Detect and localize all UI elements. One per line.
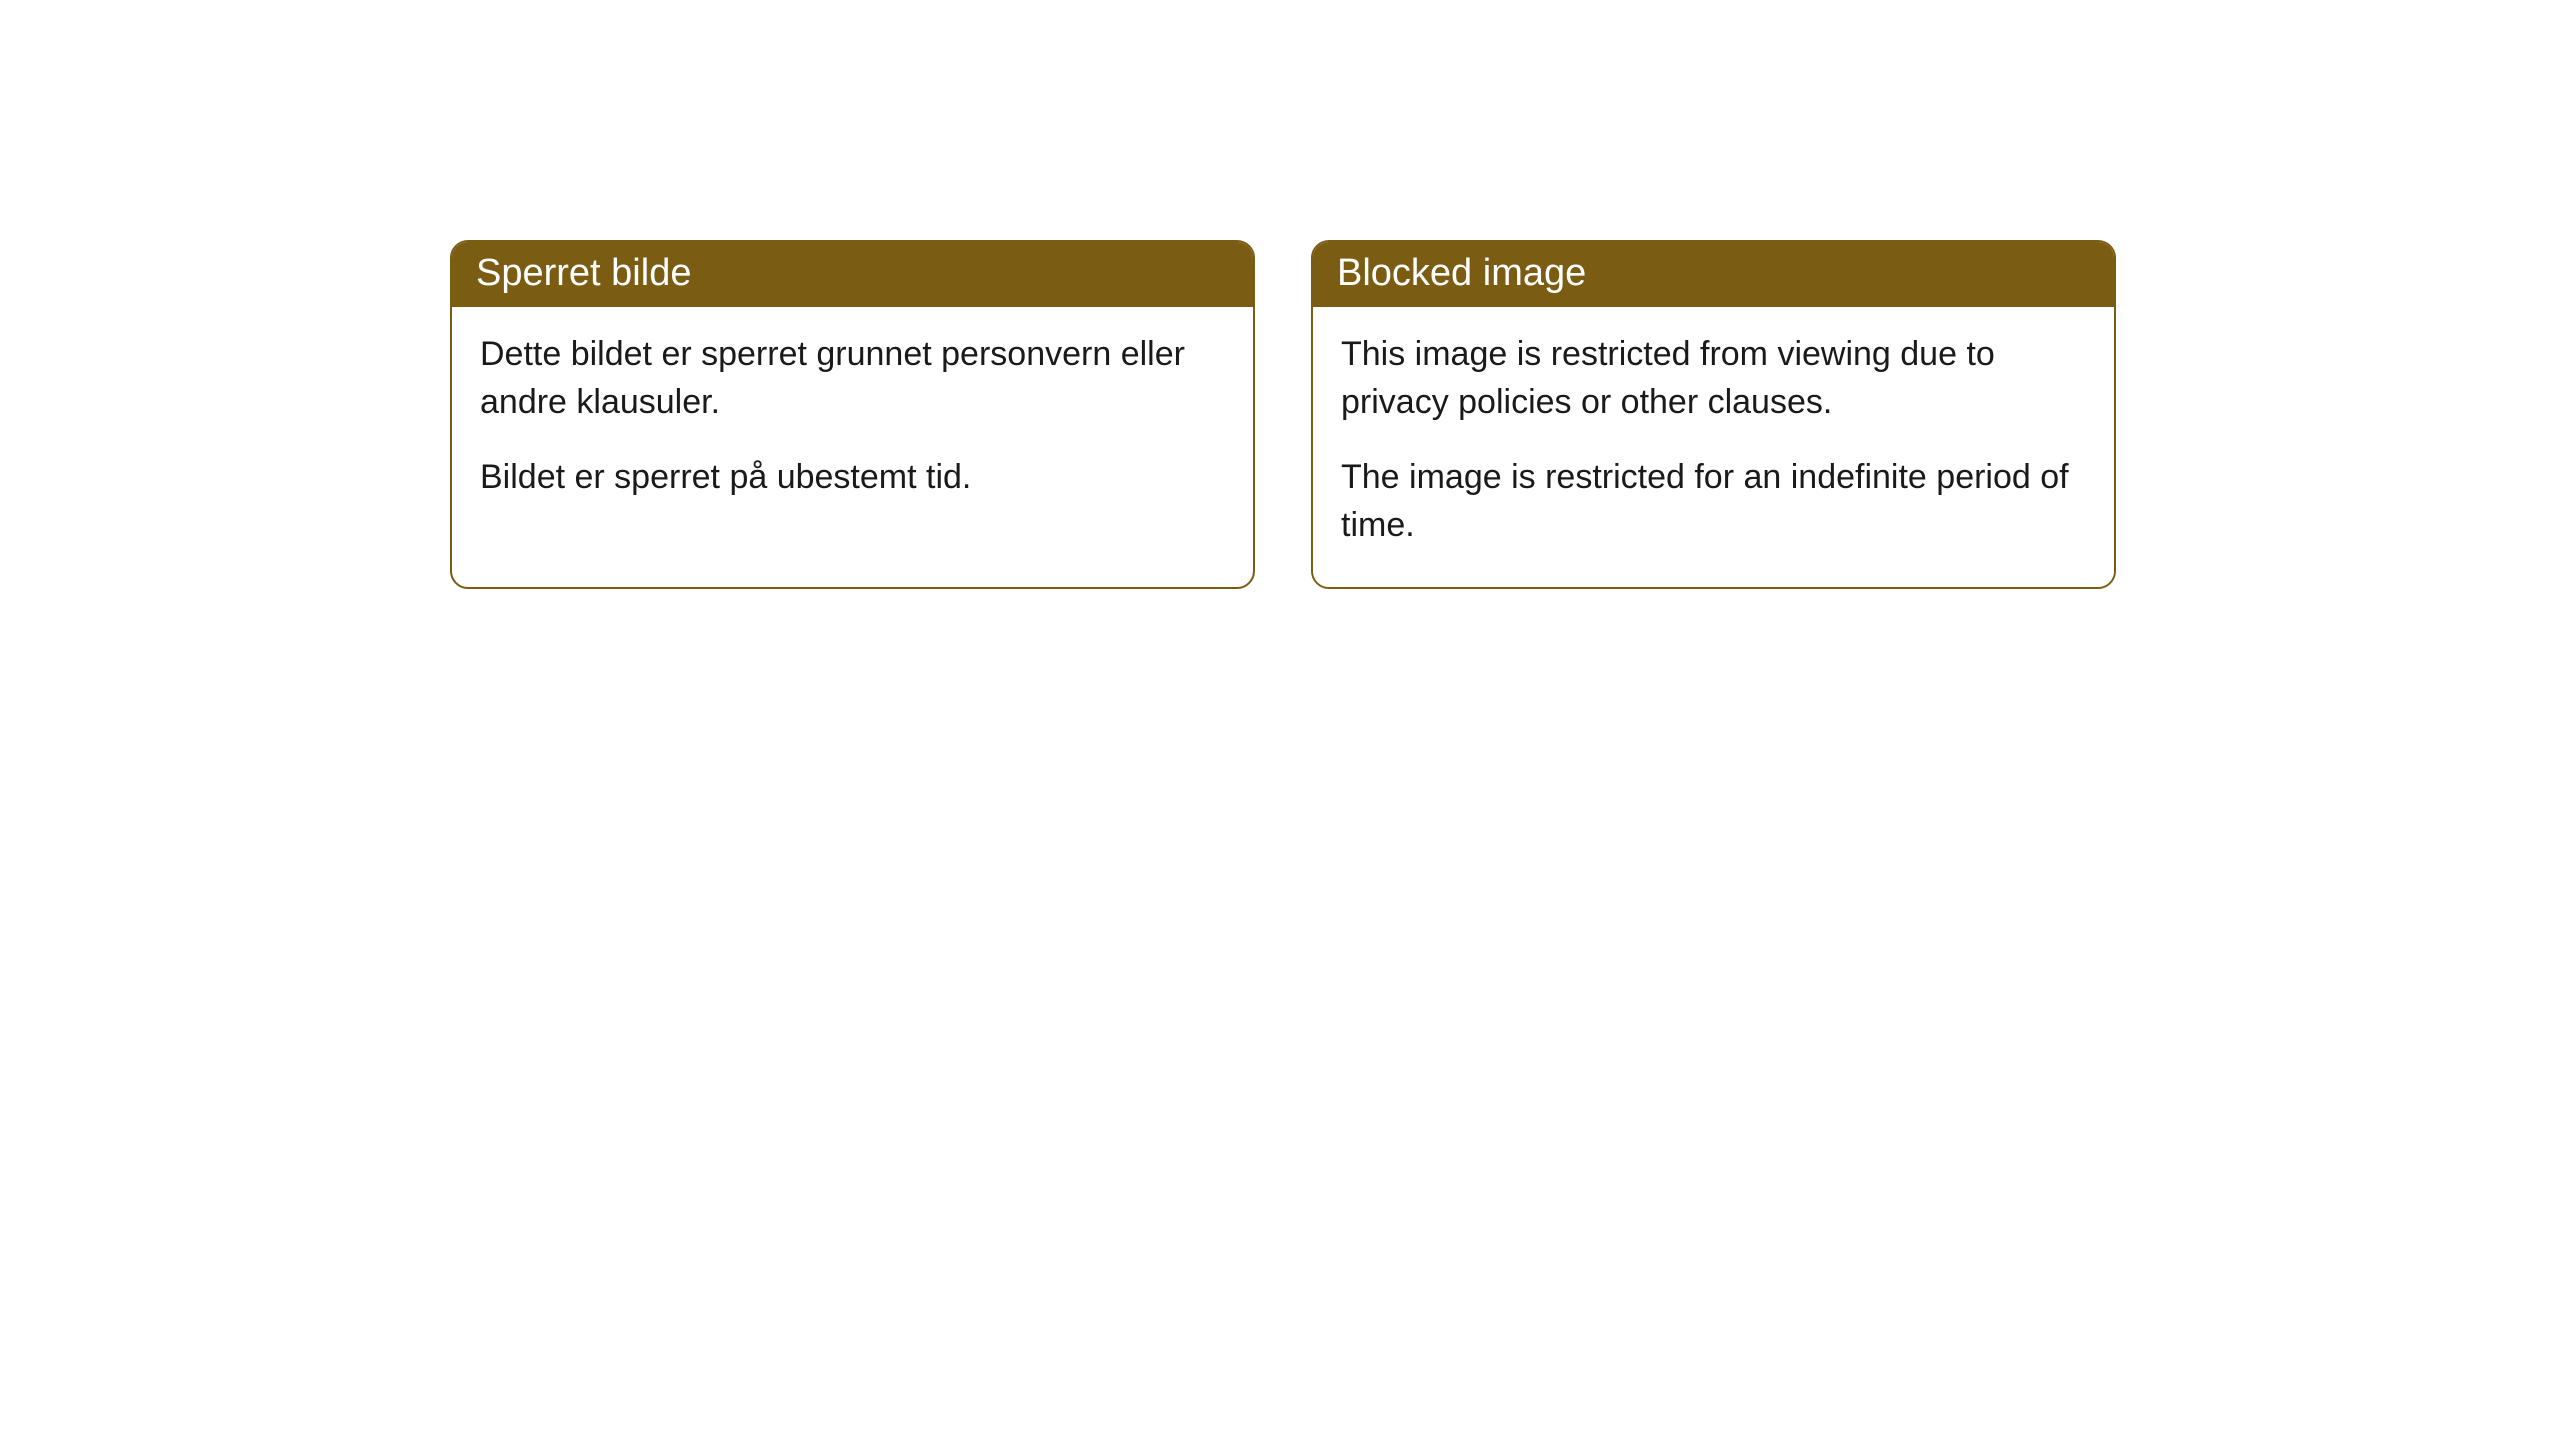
card-title: Sperret bilde bbox=[476, 252, 691, 294]
card-paragraph: This image is restricted from viewing du… bbox=[1341, 331, 2086, 426]
card-paragraph: Bildet er sperret på ubestemt tid. bbox=[480, 454, 1225, 502]
notice-card-english: Blocked image This image is restricted f… bbox=[1311, 240, 2116, 589]
card-paragraph: Dette bildet er sperret grunnet personve… bbox=[480, 331, 1225, 426]
card-header: Sperret bilde bbox=[452, 242, 1253, 307]
notice-card-norwegian: Sperret bilde Dette bildet er sperret gr… bbox=[450, 240, 1255, 589]
card-body: This image is restricted from viewing du… bbox=[1313, 307, 2114, 587]
card-title: Blocked image bbox=[1337, 252, 1586, 294]
card-header: Blocked image bbox=[1313, 242, 2114, 307]
card-body: Dette bildet er sperret grunnet personve… bbox=[452, 307, 1253, 540]
notice-container: Sperret bilde Dette bildet er sperret gr… bbox=[0, 0, 2560, 589]
card-paragraph: The image is restricted for an indefinit… bbox=[1341, 454, 2086, 549]
